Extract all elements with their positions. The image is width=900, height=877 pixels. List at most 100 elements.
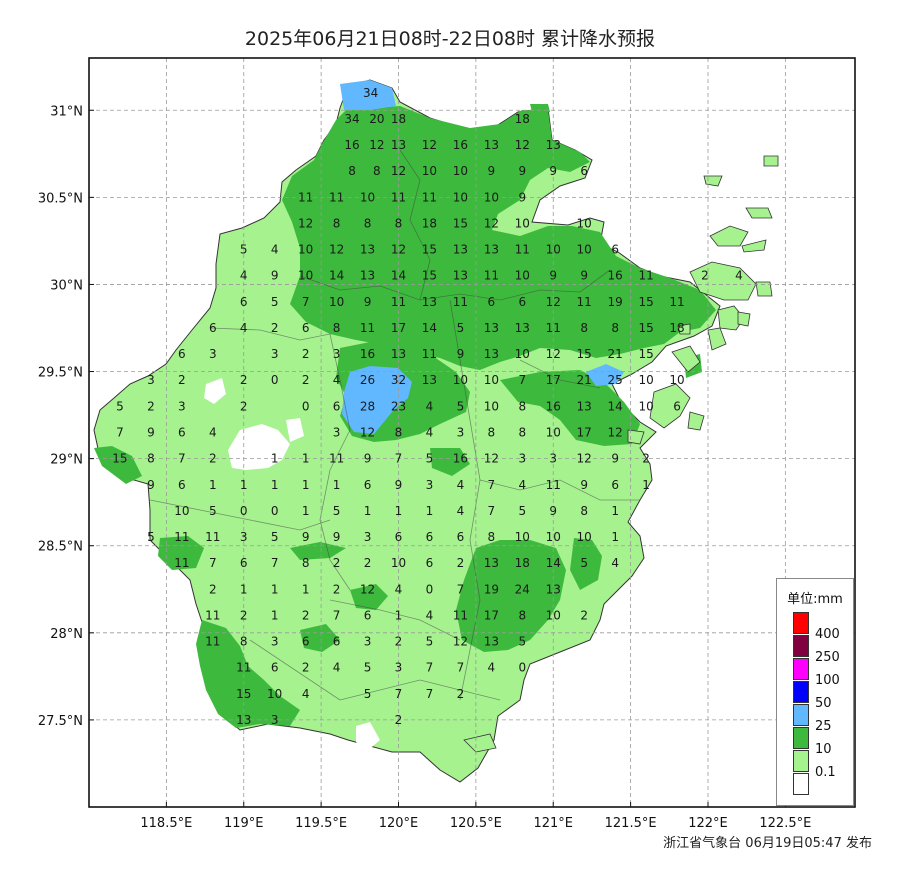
station-value: 6 [178,347,186,361]
station-value: 1 [271,608,279,622]
station-value: 5 [116,399,124,413]
station-value: 5 [426,635,434,649]
lat-tick-label: 27.5°N [38,714,83,729]
station-value: 5 [271,530,279,544]
station-value: 9 [580,478,588,492]
station-value: 8 [364,216,372,230]
station-value: 3 [364,635,372,649]
legend-swatch [793,773,809,795]
station-value: 10 [638,399,653,413]
station-value: 3 [549,452,557,466]
legend-swatch [793,612,809,634]
lat-tick-label: 28°N [50,627,83,642]
station-value: 14 [608,399,623,413]
station-value: 1 [302,582,310,596]
station-value: 20 [369,112,384,126]
station-value: 0 [271,373,279,387]
station-value: 2 [178,373,186,387]
station-value: 7 [426,661,434,675]
station-value: 10 [453,373,468,387]
station-value: 6 [271,661,279,675]
station-value: 25 [608,373,623,387]
station-value: 11 [422,190,437,204]
station-value: 10 [515,269,530,283]
station-value: 12 [546,347,561,361]
station-value: 16 [360,347,375,361]
station-value: 9 [147,478,155,492]
station-value: 9 [333,530,341,544]
station-value: 9 [488,164,496,178]
station-value: 12 [484,452,499,466]
station-value: 10 [546,530,561,544]
station-value: 28 [360,399,375,413]
station-value: 2 [147,399,155,413]
station-value: 11 [453,295,468,309]
lon-tick-label: 122°E [688,816,728,831]
station-value: 16 [608,269,623,283]
lon-tick-label: 120.5°E [450,816,502,831]
station-value: 1 [302,504,310,518]
station-value: 6 [178,478,186,492]
station-value: 14 [422,321,437,335]
station-value: 11 [669,295,684,309]
station-value: 34 [363,86,378,100]
lon-tick-label: 119.5°E [295,816,347,831]
station-value: 4 [395,582,403,596]
station-value: 3 [457,426,465,440]
lat-tick-label: 28.5°N [38,540,83,555]
station-value: 2 [302,661,310,675]
station-value: 13 [422,373,437,387]
station-value: 6 [426,556,434,570]
station-value: 7 [178,452,186,466]
station-value: 0 [271,504,279,518]
lat-tick-label: 29.5°N [38,366,83,381]
station-value: 1 [271,478,279,492]
station-value: 16 [546,399,561,413]
station-value: 3 [333,347,341,361]
station-value: 10 [546,243,561,257]
station-value: 7 [116,426,124,440]
station-value: 11 [453,608,468,622]
station-value: 1 [271,452,279,466]
station-value: 21 [577,373,592,387]
station-value: 1 [395,608,403,622]
station-value: 4 [240,321,248,335]
station-value: 11 [391,295,406,309]
station-value: 8 [373,164,381,178]
legend-label: 10 [815,742,832,757]
station-value: 8 [395,216,403,230]
station-value: 3 [178,399,186,413]
station-value: 6 [178,426,186,440]
station-value: 4 [209,426,217,440]
heavy-rain-zones [340,80,624,434]
station-value: 7 [518,373,526,387]
station-value: 3 [426,478,434,492]
station-value: 10 [669,373,684,387]
station-value: 10 [577,530,592,544]
legend-title: 单位:mm [787,592,843,607]
islands [463,155,779,753]
legend-label: 50 [815,696,832,711]
station-value: 8 [488,530,496,544]
station-value: 10 [484,190,499,204]
station-value: 10 [515,530,530,544]
station-value: 32 [391,373,406,387]
station-value: 15 [112,452,127,466]
station-value: 2 [701,269,709,283]
station-value: 7 [457,661,465,675]
station-value: 16 [344,138,359,152]
lat-tick-label: 29°N [50,453,83,468]
station-value: 18 [669,321,684,335]
station-value: 10 [484,373,499,387]
station-value: 4 [611,556,619,570]
lon-tick-label: 121.5°E [605,816,657,831]
internal-boundaries [149,149,640,701]
station-value: 3 [271,635,279,649]
station-value: 13 [453,243,468,257]
station-value: 11 [484,269,499,283]
station-value: 17 [484,608,499,622]
station-value: 7 [302,295,310,309]
station-value: 9 [364,452,372,466]
station-value: 1 [240,478,248,492]
station-value: 8 [611,321,619,335]
